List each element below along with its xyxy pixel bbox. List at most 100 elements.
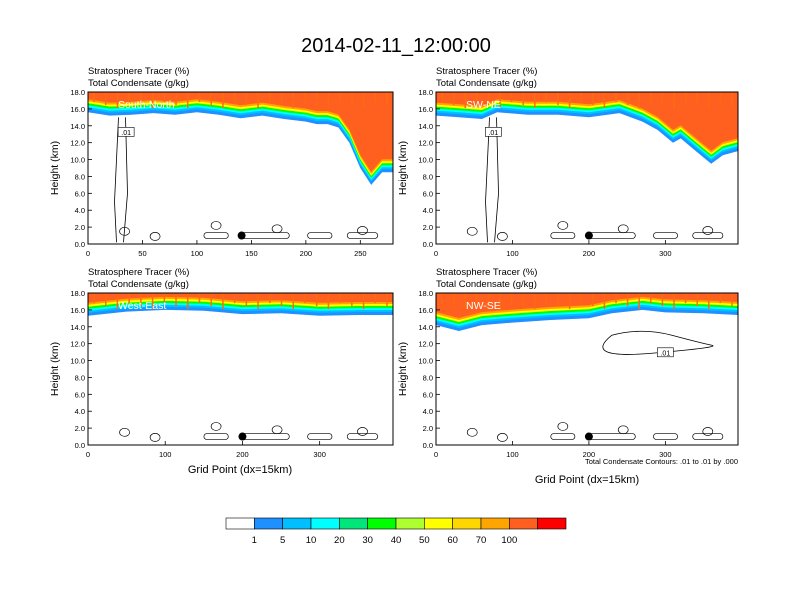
panel-label: South-North bbox=[118, 99, 175, 111]
colorbar-swatch bbox=[367, 517, 397, 530]
colorbar-label: 5 bbox=[280, 535, 285, 546]
condensate-contour bbox=[149, 232, 161, 241]
condensate-contour bbox=[149, 433, 161, 442]
panel-label: NW-SE bbox=[466, 300, 501, 312]
y-tick-label: 12.0 bbox=[70, 139, 85, 148]
colorbar-swatch bbox=[395, 517, 425, 530]
condensate-contour bbox=[617, 224, 629, 234]
y-tick-label: 8.0 bbox=[423, 172, 433, 181]
y-tick-label: 8.0 bbox=[75, 172, 85, 181]
condensate-contour-band bbox=[692, 433, 724, 440]
panel-plot-area: .01 bbox=[436, 92, 738, 244]
x-tick-label: 250 bbox=[354, 249, 367, 258]
colorbar-swatch bbox=[282, 517, 312, 530]
panel-nw-se: .01 NW-SE 0.0 2.0 4.0 6.0 8.0 10.0 12.0 14.0 16.0 1… bbox=[397, 267, 739, 459]
contour-label-box bbox=[657, 347, 674, 358]
colorbar-label: 30 bbox=[362, 535, 373, 546]
panel-header-tracer: Stratosphere Tracer (%) bbox=[88, 267, 189, 278]
y-axis-title: Height (km) bbox=[397, 141, 409, 195]
condensate-contour bbox=[466, 427, 478, 437]
y-tick-label: 18.0 bbox=[70, 88, 85, 97]
panel-header-tracer: Stratosphere Tracer (%) bbox=[436, 66, 537, 77]
y-tick-label: 18.0 bbox=[418, 88, 433, 97]
plot-frame bbox=[87, 91, 394, 245]
contour-label-box bbox=[485, 127, 502, 137]
condensate-contour bbox=[602, 330, 714, 355]
y-tick-label: 2.0 bbox=[423, 424, 433, 433]
colorbar-label: 100 bbox=[501, 535, 517, 546]
panel-header-condensate: Total Condensate (g/kg) bbox=[88, 279, 189, 290]
colorbar-label: 40 bbox=[391, 535, 402, 546]
location-dot bbox=[237, 231, 246, 240]
colorbar-label: 10 bbox=[306, 535, 317, 546]
x-tick-label: 100 bbox=[506, 450, 519, 459]
condensate-contour bbox=[357, 226, 368, 235]
y-tick-label: 14.0 bbox=[418, 323, 433, 332]
y-tick-label: 6.0 bbox=[423, 189, 433, 198]
condensate-contour-band bbox=[550, 232, 576, 239]
condensate-contour bbox=[617, 425, 629, 435]
y-tick-label: 14.0 bbox=[70, 122, 85, 131]
x-tick-label: 0 bbox=[86, 249, 90, 258]
condensate-contour-band bbox=[307, 433, 333, 440]
panels-group: .01 South-North 0.0 2.0 4.0 6.0 8.0 10.0 12.0 14.… bbox=[49, 66, 739, 459]
colorbar-label: 60 bbox=[447, 535, 458, 546]
colorbar-swatch bbox=[424, 517, 453, 530]
panel-plot-area: .01 bbox=[88, 92, 393, 244]
x-tick-label: 0 bbox=[434, 450, 438, 459]
y-tick-label: 6.0 bbox=[423, 390, 433, 399]
condensate-contour bbox=[557, 221, 569, 230]
x-tick-label: 200 bbox=[236, 450, 249, 459]
colorbar: 1 5 10 20 30 40 50 60 70 100 bbox=[225, 517, 567, 546]
x-tick-label: 0 bbox=[86, 450, 90, 459]
y-axis-title: Height (km) bbox=[49, 141, 61, 195]
contour-label: .01 bbox=[488, 130, 498, 137]
colorbar-swatch bbox=[339, 517, 368, 530]
panel-label: SW-NE bbox=[466, 99, 501, 111]
y-tick-label: 2.0 bbox=[75, 424, 85, 433]
condensate-contour bbox=[702, 226, 714, 235]
x-tick-label: 100 bbox=[191, 249, 204, 258]
y-tick-label: 8.0 bbox=[423, 373, 433, 382]
condensate-contour bbox=[466, 226, 478, 236]
y-tick-label: 0.0 bbox=[75, 240, 85, 249]
plot-frame bbox=[87, 292, 394, 446]
x-tick-label: 300 bbox=[313, 450, 326, 459]
y-tick-label: 4.0 bbox=[75, 206, 85, 215]
panel-header-tracer: Stratosphere Tracer (%) bbox=[88, 66, 189, 77]
colorbar-label: 1 bbox=[252, 535, 257, 546]
condensate-contour bbox=[210, 221, 222, 230]
y-axis-title: Height (km) bbox=[49, 342, 61, 396]
colorbar-label: 20 bbox=[334, 535, 345, 546]
condensate-contour-band bbox=[203, 433, 229, 440]
condensate-contour bbox=[210, 422, 222, 431]
y-tick-label: 0.0 bbox=[75, 441, 85, 450]
condensate-contour bbox=[271, 425, 283, 435]
x-tick-label: 200 bbox=[583, 249, 596, 258]
condensate-contour-band bbox=[653, 232, 678, 239]
condensate-column-contour bbox=[485, 117, 499, 243]
y-tick-label: 16.0 bbox=[418, 105, 433, 114]
y-tick-label: 18.0 bbox=[418, 289, 433, 298]
plot-background bbox=[88, 293, 393, 445]
y-tick-label: 6.0 bbox=[75, 390, 85, 399]
x-axis-title-bottom-left: Grid Point (dx=15km) bbox=[188, 464, 292, 476]
location-dot bbox=[584, 432, 593, 441]
colorbar-swatch bbox=[225, 517, 255, 530]
plot-frame bbox=[435, 292, 739, 446]
x-tick-label: 100 bbox=[159, 450, 172, 459]
x-tick-label: 200 bbox=[300, 249, 313, 258]
condensate-column-contour bbox=[114, 117, 128, 243]
y-tick-label: 4.0 bbox=[423, 206, 433, 215]
y-tick-label: 16.0 bbox=[418, 306, 433, 315]
location-dot bbox=[584, 231, 593, 240]
location-dot bbox=[238, 432, 247, 441]
x-tick-label: 0 bbox=[434, 249, 438, 258]
contour-label: .01 bbox=[660, 350, 670, 357]
x-tick-label: 300 bbox=[659, 450, 672, 459]
colorbar-swatch bbox=[452, 517, 482, 530]
x-axis-title-bottom-right: Grid Point (dx=15km) bbox=[535, 474, 639, 486]
colorbar-swatch bbox=[537, 517, 567, 530]
plot-frame bbox=[435, 91, 739, 245]
